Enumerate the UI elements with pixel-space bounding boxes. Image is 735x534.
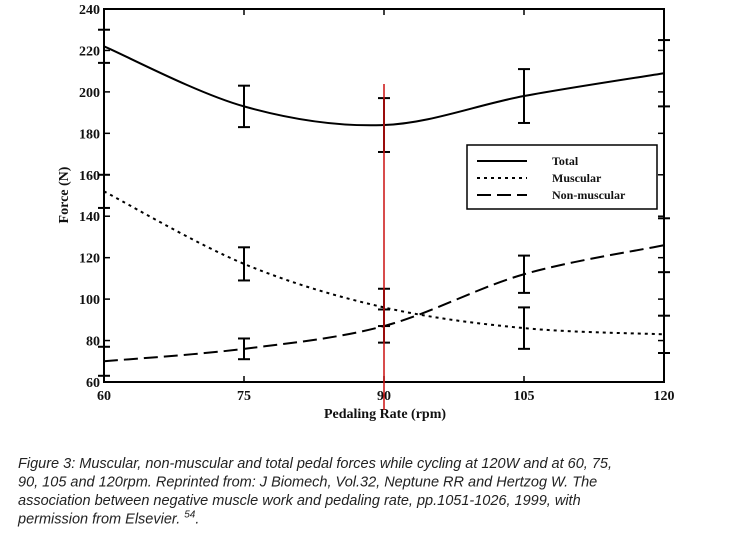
error-bar xyxy=(98,345,110,377)
x-axis-label: Pedaling Rate (rpm) xyxy=(324,407,446,422)
caption-end: . xyxy=(195,512,199,528)
error-bar xyxy=(98,173,110,209)
error-bar xyxy=(658,39,670,108)
y-tick-label: 240 xyxy=(79,3,100,18)
legend-label: Total xyxy=(552,154,579,168)
caption-line: 90, 105 and 120rpm. Reprinted from: J Bi… xyxy=(18,475,597,491)
caption-line: permission from Elsevier. xyxy=(17,512,180,528)
plot: Pedaling Rate (rpm) Force (N) 60 80 100 120… xyxy=(57,3,675,422)
error-bar xyxy=(238,337,250,361)
error-bar xyxy=(238,84,250,129)
y-tick-label: 120 xyxy=(79,252,100,267)
x-tick-label: 105 xyxy=(514,389,535,404)
x-tick-label: 60 xyxy=(97,389,111,404)
y-tick-label: 160 xyxy=(79,169,100,184)
legend: Total Muscular Non-muscular xyxy=(466,144,658,210)
caption: Figure 3: Muscular, non-muscular and tot… xyxy=(17,456,612,528)
error-bar xyxy=(98,28,110,64)
y-axis-label: Force (N) xyxy=(57,166,72,223)
y-tick-label: 80 xyxy=(86,335,100,350)
y-tick-label: 220 xyxy=(79,44,100,59)
error-bar xyxy=(658,314,670,354)
y-tick-label: 100 xyxy=(79,293,100,308)
y-tick-label: 200 xyxy=(79,86,100,101)
error-bar xyxy=(238,246,250,282)
y-tick-label: 60 xyxy=(86,376,100,391)
caption-tail: 54. xyxy=(184,510,199,528)
caption-line: Figure 3: Muscular, non-muscular and tot… xyxy=(18,456,612,472)
error-bar xyxy=(518,306,530,350)
x-tick-label: 75 xyxy=(237,389,251,404)
error-bar xyxy=(658,217,670,274)
error-bar xyxy=(518,68,530,124)
x-tick-label: 120 xyxy=(654,389,675,404)
series-line xyxy=(103,190,665,336)
legend-label: Non-muscular xyxy=(552,188,626,202)
y-tick-label: 140 xyxy=(79,210,100,225)
legend-label: Muscular xyxy=(552,171,602,185)
caption-ref: 54 xyxy=(184,510,196,521)
caption-line: association between negative muscle work… xyxy=(18,493,581,509)
error-bar xyxy=(518,254,530,294)
y-tick-label: 180 xyxy=(79,127,100,142)
